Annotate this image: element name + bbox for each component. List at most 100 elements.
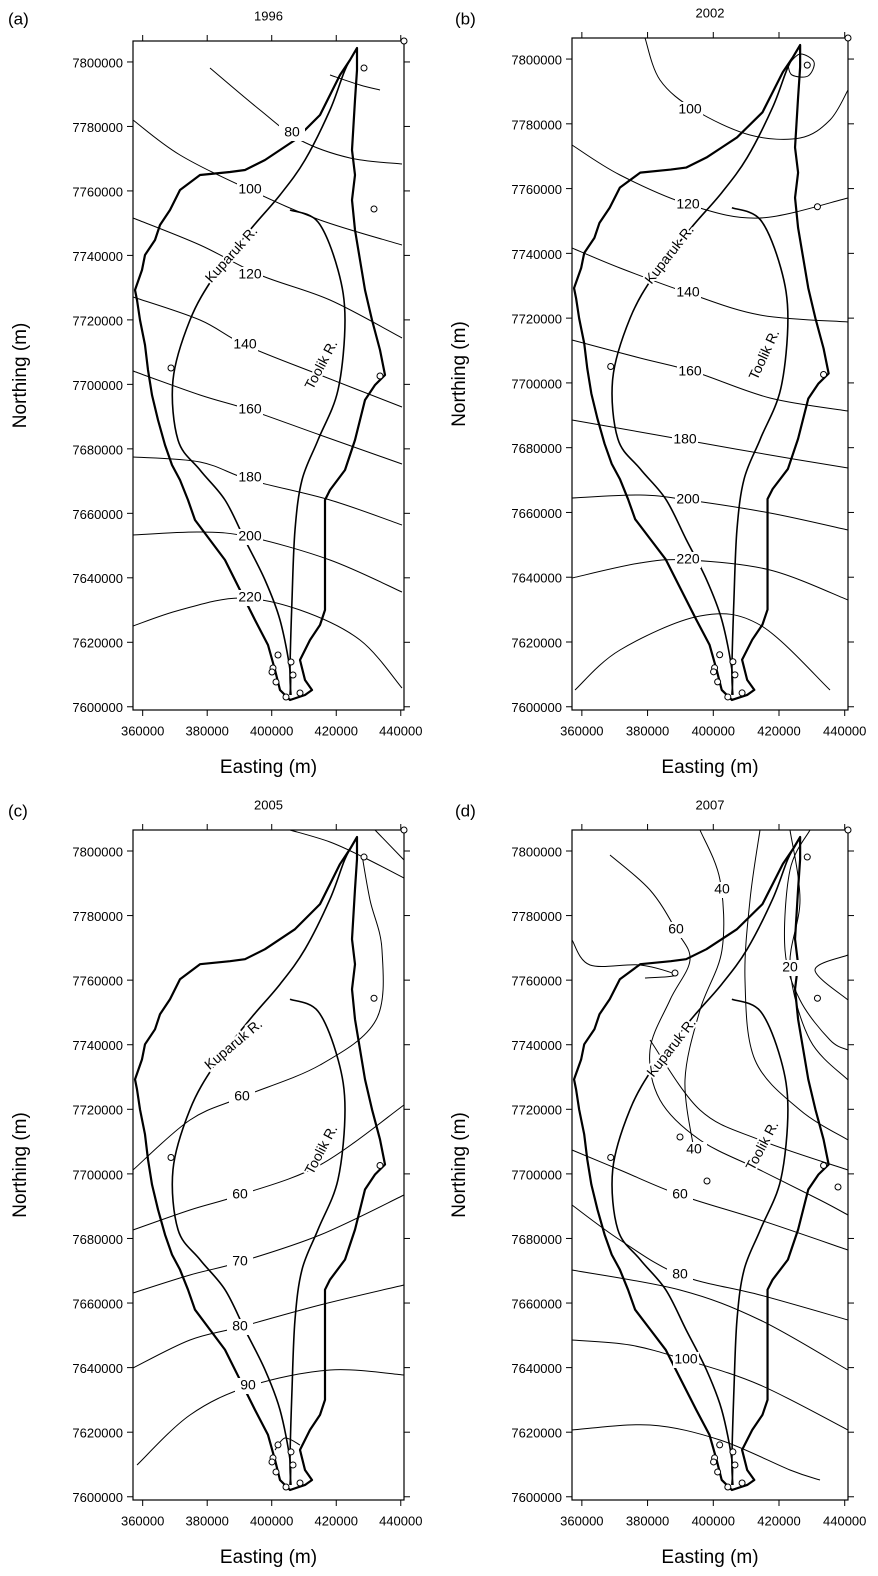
station (376, 1162, 384, 1170)
contour-line (571, 1204, 849, 1321)
y-tick-label: 7800000 (72, 55, 123, 70)
contour-label-bg (279, 125, 305, 141)
station (167, 1153, 175, 1161)
contour-label: 100 (238, 181, 262, 197)
plot-frame (132, 829, 405, 1501)
y-tick-label: 7780000 (511, 909, 562, 924)
map-panel: (c) 2005 360000 380000 400000 420000 440000 760… (8, 797, 422, 1568)
x-axis-label: Easting (m) (220, 1547, 317, 1568)
x-tick-label: 360000 (121, 723, 164, 738)
station (738, 689, 746, 697)
x-axis-label: Easting (m) (661, 757, 758, 778)
station (360, 64, 368, 72)
x-tick-label: 440000 (379, 1513, 422, 1528)
contour-label: 80 (232, 1318, 248, 1334)
contour-line (571, 1424, 821, 1481)
y-tick-label: 7620000 (511, 635, 562, 650)
contour-line (571, 247, 849, 323)
y-tick-label: 7620000 (72, 1426, 123, 1441)
plot-frame (571, 829, 849, 1501)
station (729, 658, 737, 666)
contour-label: 80 (284, 124, 300, 140)
contour-label: 40 (686, 1141, 702, 1157)
watershed-outline (133, 835, 387, 1492)
station (296, 1479, 304, 1487)
contour-line (649, 1039, 849, 1171)
y-tick-label: 7600000 (72, 1490, 123, 1505)
contour-label-bg (227, 1254, 253, 1270)
contour-label: 60 (672, 1186, 688, 1202)
station (376, 372, 384, 380)
station (289, 1461, 297, 1469)
x-tick-label: 400000 (692, 1513, 735, 1528)
contour-label-bg (237, 267, 263, 283)
y-tick-label: 7740000 (72, 1038, 123, 1053)
y-tick-label: 7680000 (72, 1232, 123, 1247)
panel-label: (c) (8, 801, 28, 820)
x-tick-label: 360000 (121, 1513, 164, 1528)
x-tick-label: 400000 (250, 723, 293, 738)
station (716, 651, 724, 659)
station (813, 994, 821, 1002)
river-label: Kuparuk R. (641, 222, 697, 287)
contour-line (571, 1269, 849, 1371)
panel-title: 2002 (696, 5, 725, 20)
y-axis-label: Northing (m) (449, 1112, 470, 1218)
contour-line (644, 37, 849, 140)
station (820, 371, 828, 379)
y-axis-label: Northing (m) (10, 323, 31, 429)
station (714, 678, 722, 686)
contour-label-bg (675, 285, 701, 301)
contour-label: 60 (232, 1186, 248, 1202)
contour-label: 220 (238, 589, 262, 605)
station (724, 1483, 732, 1491)
x-tick-label: 420000 (315, 723, 358, 738)
contour-label-bg (237, 470, 263, 486)
contour-label-bg (675, 197, 701, 213)
y-axis-label: Northing (m) (10, 1112, 31, 1218)
x-tick-label: 380000 (626, 1513, 669, 1528)
contour-line (571, 419, 849, 469)
station (714, 1468, 722, 1476)
contour-label-bg (227, 1319, 253, 1335)
contour-label-bg (673, 1352, 699, 1368)
y-tick-label: 7680000 (72, 442, 123, 457)
y-tick-label: 7720000 (72, 1103, 123, 1118)
contour-label: 200 (238, 528, 262, 544)
contour-label: 200 (676, 491, 700, 507)
watershed-outline (572, 43, 830, 702)
contour-label: 100 (674, 1351, 698, 1367)
station (607, 362, 615, 370)
contour-label: 60 (668, 921, 684, 937)
station (803, 853, 811, 861)
x-tick-label: 380000 (186, 1513, 229, 1528)
contour-line (329, 74, 381, 91)
contour-line (684, 829, 725, 1151)
contour-label-bg (677, 102, 703, 118)
river-label: Toolik R. (745, 327, 782, 382)
contour-label: 90 (240, 1377, 256, 1393)
y-tick-label: 7620000 (511, 1426, 562, 1441)
station (731, 1461, 739, 1469)
y-tick-label: 7680000 (511, 441, 562, 456)
station (731, 671, 739, 679)
panel-title: 1996 (254, 8, 283, 23)
x-tick-label: 400000 (692, 723, 735, 738)
contour-line (209, 67, 403, 165)
station (370, 994, 378, 1002)
y-tick-label: 7640000 (72, 1361, 123, 1376)
station (738, 1479, 746, 1487)
contour-line (609, 854, 849, 1216)
y-tick-label: 7600000 (72, 700, 123, 715)
station (289, 671, 297, 679)
panel-label: (a) (8, 9, 29, 28)
map-panel: (b) 2002 360000 380000 400000 420000 440000 760… (449, 5, 866, 778)
contour-label-bg (237, 590, 263, 606)
contour-label-bg (677, 364, 703, 380)
y-tick-label: 7760000 (72, 184, 123, 199)
contour-label: 100 (678, 101, 702, 117)
contour-label-bg (667, 1187, 693, 1203)
y-tick-label: 7660000 (72, 507, 123, 522)
contour-line (783, 829, 849, 1051)
contour-label-bg (675, 552, 701, 568)
